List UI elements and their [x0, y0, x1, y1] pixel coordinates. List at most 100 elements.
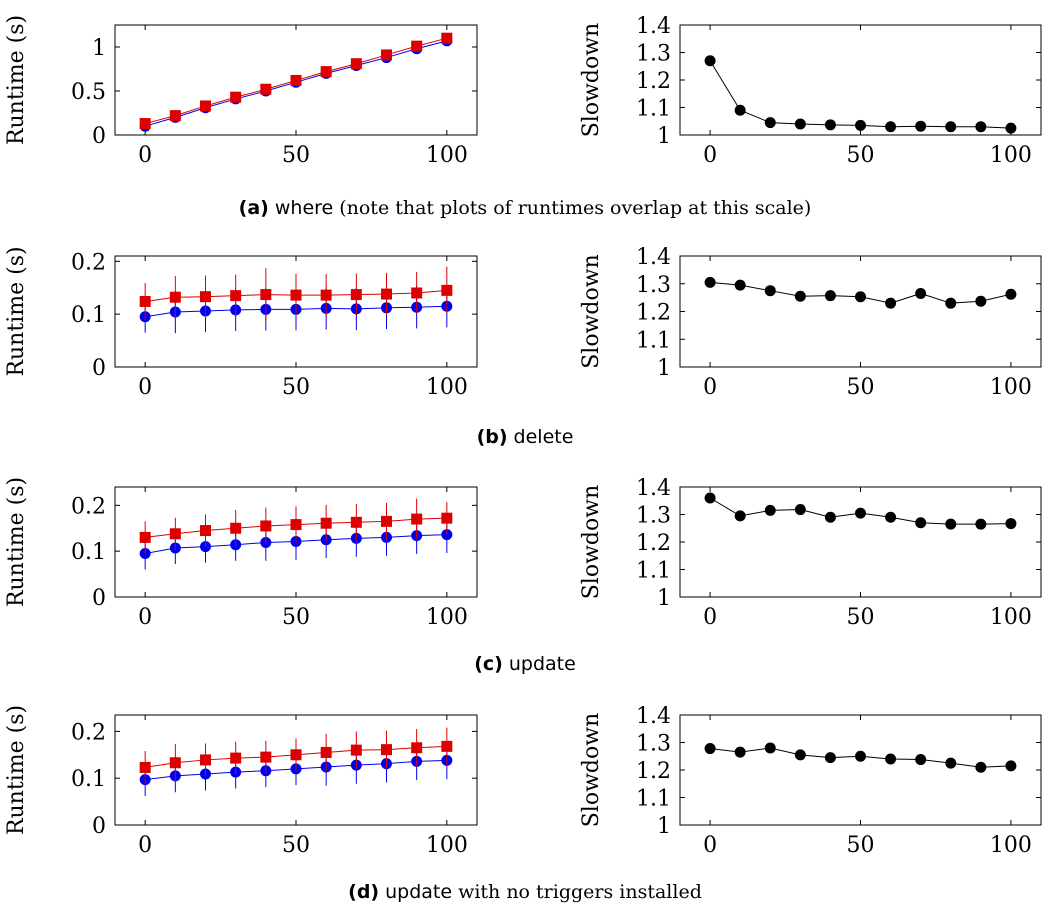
y-tick-label: 0.2 — [71, 494, 106, 519]
data-point — [915, 517, 927, 529]
y-tick-label: 0.2 — [71, 720, 106, 745]
series-line — [709, 60, 1011, 129]
data-point — [915, 120, 927, 132]
data-point — [200, 291, 211, 303]
y-tick-label: 0 — [92, 124, 106, 149]
y-tick-label: 1.4 — [636, 704, 671, 729]
series-1 — [704, 742, 1017, 773]
x-tick-label: 50 — [282, 143, 310, 168]
series-1 — [704, 492, 1017, 530]
y-tick-label: 0.1 — [71, 767, 106, 792]
x-tick-label: 50 — [847, 375, 875, 400]
data-point — [411, 513, 423, 525]
y-tick-label: 1 — [657, 124, 671, 149]
caption-b-label: (b) — [477, 426, 508, 448]
data-point — [945, 121, 957, 133]
data-point — [885, 753, 897, 765]
x-tick-label: 50 — [847, 605, 875, 630]
data-point — [200, 754, 211, 766]
caption-b-text: delete — [514, 426, 574, 448]
plot-frame — [679, 714, 1042, 826]
data-point — [915, 754, 927, 766]
data-point — [230, 290, 242, 302]
data-point — [381, 515, 392, 527]
data-point — [350, 744, 362, 756]
data-point — [704, 492, 716, 504]
chart-panel-8: 0 50 100 11.1 1.21.3 1.4 Slowdown — [579, 704, 1042, 858]
plot-frame — [679, 24, 1042, 136]
data-point — [855, 291, 866, 303]
data-point — [169, 291, 181, 303]
caption-a-label: (a) — [239, 197, 269, 219]
data-point — [975, 761, 987, 773]
y-axis-label: Slowdown — [579, 713, 604, 828]
y-axis-label: Slowdown — [579, 254, 604, 369]
x-tick-label: 50 — [282, 375, 310, 400]
y-tick-label: 1.1 — [636, 328, 671, 353]
data-point — [885, 511, 897, 523]
data-point — [230, 522, 242, 534]
data-point — [855, 507, 866, 519]
data-point — [381, 744, 392, 756]
data-point — [441, 512, 453, 524]
y-tick-label: 0 — [92, 356, 106, 381]
data-point — [794, 118, 806, 130]
y-axis-label: Runtime (s) — [4, 15, 29, 145]
y-tick-label: 1 — [657, 814, 671, 839]
data-point — [1005, 760, 1017, 772]
series-2 — [139, 32, 453, 130]
data-point — [320, 66, 332, 78]
data-point — [704, 743, 716, 755]
y-tick-label: 1.3 — [636, 42, 671, 67]
y-tick-label: 1.2 — [636, 301, 671, 326]
data-point — [1005, 518, 1017, 530]
y-tick-label: 1.3 — [636, 273, 671, 298]
y-tick-label: 1.4 — [636, 245, 671, 270]
data-point — [824, 119, 836, 131]
data-point — [945, 297, 957, 309]
y-axis-label: Runtime (s) — [4, 477, 29, 607]
y-tick-label: 1.3 — [636, 732, 671, 757]
data-point — [350, 58, 362, 70]
data-point — [824, 511, 836, 523]
caption-c-text: update — [509, 653, 576, 675]
caption-a-text: where — [275, 197, 333, 219]
series-2 — [139, 266, 453, 322]
series-1 — [704, 55, 1017, 134]
data-point — [441, 284, 453, 296]
data-point — [734, 279, 746, 291]
y-tick-label: 0 — [92, 814, 106, 839]
chart-panel-5: 0 50 100 0 0.1 0.2 Runtime (s) — [4, 477, 478, 630]
y-tick-label: 1 — [657, 586, 671, 611]
data-point — [411, 742, 423, 754]
x-tick-label: 100 — [990, 375, 1032, 400]
y-axis-label: Runtime (s) — [4, 705, 29, 835]
x-tick-label: 0 — [138, 605, 152, 630]
data-point — [794, 504, 806, 516]
y-tick-label: 1.2 — [636, 69, 671, 94]
x-tick-label: 0 — [138, 143, 152, 168]
series-1 — [704, 276, 1017, 309]
y-tick-label: 1.1 — [636, 559, 671, 584]
y-tick-label: 0.1 — [71, 303, 106, 328]
series-2 — [139, 727, 453, 784]
data-point — [200, 525, 211, 537]
data-point — [320, 289, 332, 301]
data-point — [260, 83, 272, 95]
data-point — [734, 510, 746, 522]
data-point — [139, 295, 151, 307]
data-point — [290, 749, 302, 761]
data-point — [441, 529, 453, 541]
data-point — [290, 289, 302, 301]
data-point — [290, 519, 302, 531]
data-point — [441, 740, 453, 752]
data-point — [350, 516, 362, 528]
y-tick-label: 0.1 — [71, 540, 106, 565]
data-point — [441, 32, 453, 44]
x-tick-label: 0 — [138, 833, 152, 858]
x-tick-label: 0 — [138, 375, 152, 400]
data-point — [260, 520, 272, 532]
data-point — [169, 110, 181, 122]
data-point — [734, 746, 746, 758]
x-tick-label: 100 — [990, 605, 1032, 630]
